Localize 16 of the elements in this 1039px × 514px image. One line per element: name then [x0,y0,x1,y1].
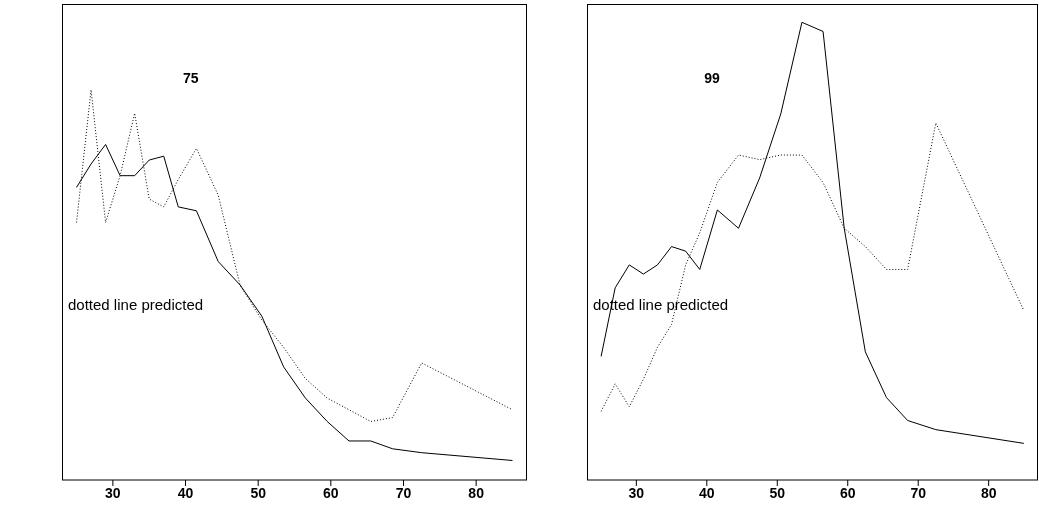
x-tick-label: 40 [699,484,715,501]
x-tick-label: 70 [910,484,927,501]
x-tick-label: 70 [395,484,412,501]
chart-title: 75 [182,70,199,86]
x-tick-label: 30 [105,484,121,501]
x-tick-label: 30 [628,484,645,501]
x-tick-label: 50 [769,484,786,501]
annotation: dotted line predicted [593,296,729,313]
annotation: dotted line predicted [68,296,204,313]
x-tick-label: 80 [468,484,485,501]
x-tick-label: 80 [980,484,997,501]
x-tick-label: 60 [839,484,856,501]
x-tick-label: 50 [250,484,267,501]
x-tick-label: 60 [323,484,339,501]
text: 99 [704,70,720,86]
x-tick-label: 40 [177,484,194,501]
